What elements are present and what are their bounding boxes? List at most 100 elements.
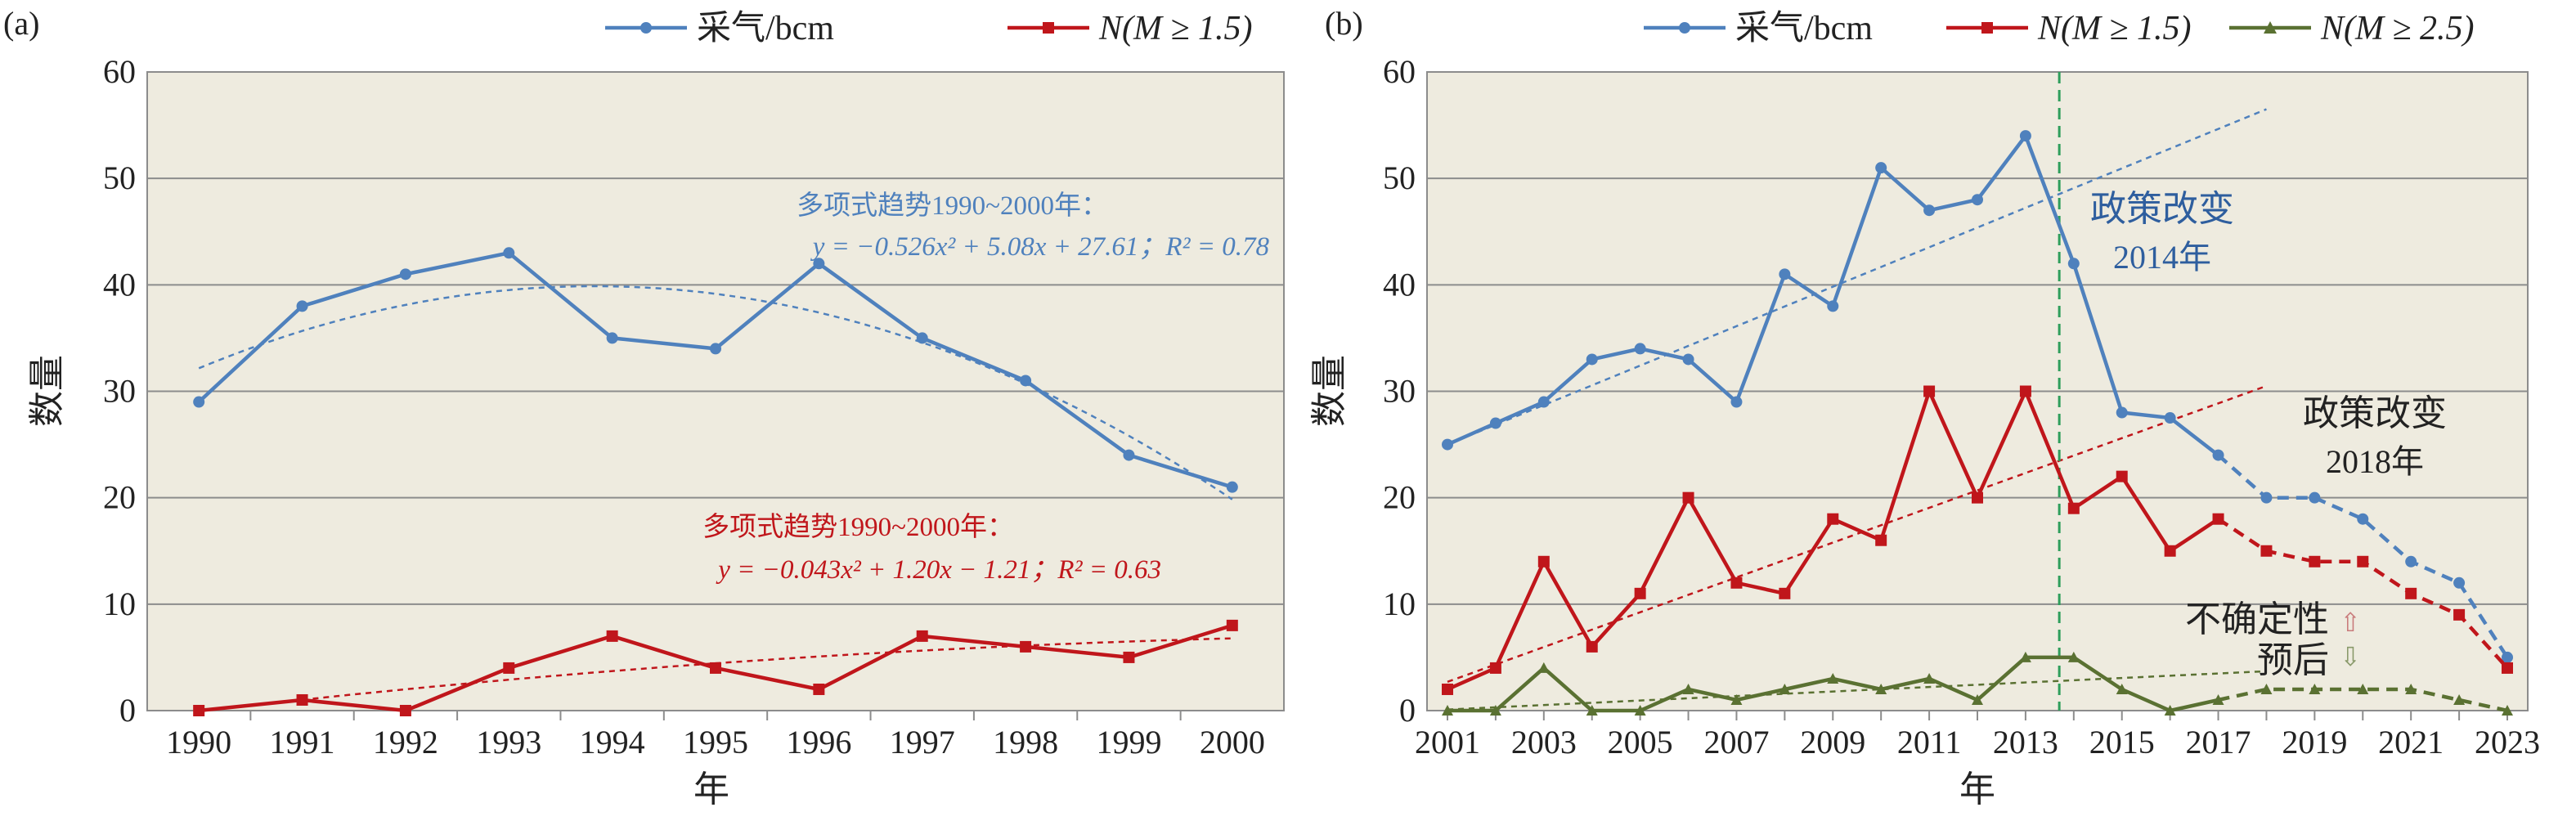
trend-label-gas-line1: 多项式趋势1990~2000年： [797,191,1108,221]
y-tick-label: 50 [103,159,136,196]
data-point [1923,385,1936,397]
data-point [1634,343,1646,355]
data-point [1779,268,1791,280]
x-tick-label: 2003 [1511,724,1577,760]
data-point [813,683,825,695]
data-point [2067,651,2080,662]
legend-marker [1043,22,1054,34]
forecast-point [2502,662,2513,674]
data-point [1442,683,1453,695]
policy-2014-line1: 政策改变 [2090,189,2234,229]
data-point [606,630,618,642]
forecast-point [2309,555,2321,568]
data-point [399,705,411,716]
data-point [1123,449,1135,461]
legend-label: N(M ≥ 1.5) [1098,10,1253,47]
annotation-policy-2018: 政策改变 2018年 [2303,393,2447,480]
legend-marker [2264,21,2277,34]
x-tick-label: 2007 [1703,724,1769,760]
data-point [1489,705,1501,716]
data-point [916,332,928,344]
policy-2018-line2: 2018年 [2326,443,2424,480]
forecast-label: 预后 [2257,640,2329,680]
trend-label-gas-a: 多项式趋势1990~2000年： y = −0.526x² + 5.08x + … [797,191,1269,262]
data-point [1586,353,1598,366]
x-tick-label: 1990 [166,724,231,760]
data-point [296,300,308,312]
series-a [193,247,1238,716]
forecast-point [2453,693,2466,705]
forecast-point [2405,555,2417,568]
y-tick-label: 10 [103,585,136,622]
uncertainty-label: 不确定性 [2185,599,2329,639]
y-axis-label-a: 数量 [27,355,67,427]
trend-line [1447,108,2267,446]
data-point [1634,587,1646,599]
x-tick-label: 2021 [2378,724,2444,760]
data-point [2067,258,2080,270]
x-tick-label: 2019 [2282,724,2347,760]
trend-line [1447,384,2267,684]
forecast-point [2357,555,2369,568]
forecast-point [2453,608,2466,621]
x-tick-label: 2011 [1897,724,1962,760]
forecast-point [2260,545,2273,557]
data-point [1020,640,1032,653]
data-point [2019,385,2031,397]
trend-label-quake-line1: 多项式趋势1990~2000年： [702,512,1014,542]
trend-label-quake-a: 多项式趋势1990~2000年： y = −0.043x² + 1.20x − … [702,512,1161,585]
trend-label-gas-line2: y = −0.526x² + 5.08x + 27.61；R² = 0.78 [810,232,1270,262]
data-point [1827,513,1839,525]
y-tick-label: 60 [1383,53,1416,90]
data-point [1442,705,1453,716]
data-point [1923,672,1936,684]
data-point [1682,683,1694,694]
data-point [296,693,308,706]
annotation-policy-2014: 政策改变 2014年 [2090,189,2234,276]
x-tick-label: 2009 [1800,724,1865,760]
panel-b: (b) 采气/bcm N(M ≥ 1.5) N(M ≥ 2.5) 0 10 20 30 40… [1309,5,2540,810]
data-point [2116,683,2128,694]
x-tick-label: 2001 [1415,724,1480,760]
forecast-point [2260,491,2273,504]
panel-a-label: (a) [3,5,39,42]
forecast-point [2357,683,2369,694]
y-tick-label: 30 [1383,373,1416,410]
data-point [1972,491,1983,504]
x-tick-label: 1999 [1096,724,1161,760]
policy-2018-line1: 政策改变 [2303,393,2447,433]
data-point [2164,705,2176,716]
x-ticks-b: 2001 2003 2005 2007 2009 2011 2013 2015 2017 2019… [1415,711,2540,760]
data-point [2019,651,2031,662]
legend-label: N(M ≥ 1.5) [2037,10,2192,47]
data-point [1827,300,1839,312]
x-tick-label: 2005 [1608,724,1673,760]
x-ticks-a: 1990 1991 1992 1993 1994 1995 1996 1997 1998 1999… [166,711,1265,760]
x-tick-label: 1992 [373,724,438,760]
x-tick-label: 1997 [890,724,955,760]
y-tick-label: 60 [103,53,136,90]
data-point [503,662,515,674]
trend-line [302,637,1232,701]
x-tick-label: 1995 [683,724,748,760]
y-tick-label: 10 [1383,585,1416,622]
legend-marker [1679,22,1690,34]
data-point [1682,353,1694,366]
data-point [503,247,515,259]
data-point [2019,130,2031,142]
legend-label: N(M ≥ 2.5) [2320,10,2475,47]
data-point [1537,662,1550,673]
annotation-uncertainty: 不确定性 ⇧ 预后 ⇩ [2185,599,2361,680]
y-tick-label: 50 [1383,159,1416,196]
data-point [1779,683,1791,694]
trend-line [198,285,1233,500]
x-tick-label: 1994 [580,724,645,760]
grid-a [147,177,1284,605]
x-tick-label: 1998 [993,724,1058,760]
x-tick-label: 1991 [270,724,335,760]
data-point [1875,683,1887,694]
x-tick-label: 2023 [2475,724,2540,760]
data-point [2164,412,2176,424]
data-point [1489,662,1501,674]
